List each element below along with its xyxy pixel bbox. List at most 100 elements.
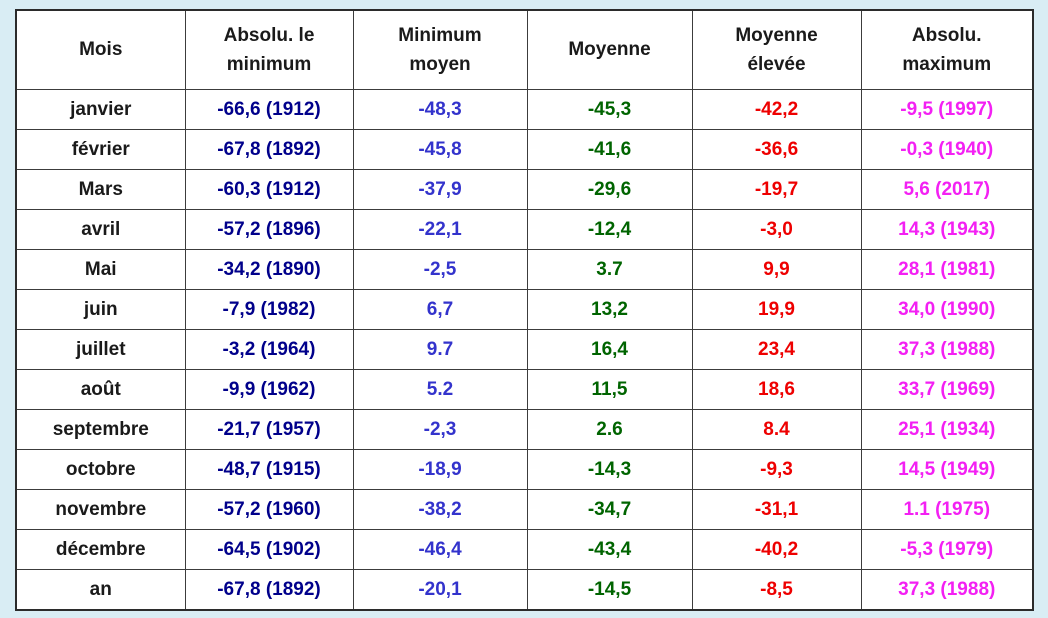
cell-min_moyen: -2,3 [352, 409, 528, 450]
cell-abs_max: -0,3 (1940) [860, 129, 1034, 170]
cell-moyenne_elevee: -31,1 [691, 489, 862, 530]
cell-min_moyen: -20,1 [352, 569, 528, 611]
cell-moyenne: -41,6 [526, 129, 693, 170]
cell-abs_min: -67,8 (1892) [184, 569, 354, 611]
cell-moyenne: 11,5 [526, 369, 693, 410]
cell-mois: février [15, 129, 186, 170]
cell-abs_max: 34,0 (1990) [860, 289, 1034, 330]
table-row: septembre -21,7 (1957) -2,3 2.6 8.4 25,1 (193… [15, 409, 1034, 450]
cell-abs_max: 14,3 (1943) [860, 209, 1034, 250]
cell-mois: septembre [15, 409, 186, 450]
cell-min_moyen: -18,9 [352, 449, 528, 490]
climate-table: Mois Absolu. le minimum Minimum moyen Mo… [15, 9, 1034, 611]
cell-moyenne: -29,6 [526, 169, 693, 210]
cell-min_moyen: -46,4 [352, 529, 528, 570]
cell-abs_min: -3,2 (1964) [184, 329, 354, 370]
cell-moyenne: -34,7 [526, 489, 693, 530]
cell-mois: avril [15, 209, 186, 250]
table-header: Mois Absolu. le minimum Minimum moyen Mo… [15, 9, 1034, 90]
cell-abs_max: 28,1 (1981) [860, 249, 1034, 290]
cell-moyenne_elevee: -8,5 [691, 569, 862, 611]
cell-abs_min: -21,7 (1957) [184, 409, 354, 450]
cell-moyenne: -45,3 [526, 89, 693, 130]
cell-mois: novembre [15, 489, 186, 530]
cell-moyenne: 2.6 [526, 409, 693, 450]
cell-abs_max: 37,3 (1988) [860, 569, 1034, 611]
table-row: juillet -3,2 (1964) 9.7 16,4 23,4 37,3 (1988) [15, 329, 1034, 370]
cell-abs_max: 5,6 (2017) [860, 169, 1034, 210]
cell-abs_min: -60,3 (1912) [184, 169, 354, 210]
table-row: an -67,8 (1892) -20,1 -14,5 -8,5 37,3 (1988) [15, 569, 1034, 611]
cell-mois: Mars [15, 169, 186, 210]
cell-moyenne_elevee: 9,9 [691, 249, 862, 290]
cell-moyenne_elevee: -19,7 [691, 169, 862, 210]
header-row: Mois Absolu. le minimum Minimum moyen Mo… [15, 9, 1034, 90]
cell-min_moyen: -37,9 [352, 169, 528, 210]
cell-abs_max: 33,7 (1969) [860, 369, 1034, 410]
cell-mois: octobre [15, 449, 186, 490]
cell-min_moyen: -38,2 [352, 489, 528, 530]
cell-moyenne_elevee: 8.4 [691, 409, 862, 450]
column-header-absolu-minimum: Absolu. le minimum [184, 9, 354, 90]
cell-mois: août [15, 369, 186, 410]
cell-abs_min: -7,9 (1982) [184, 289, 354, 330]
table-row: juin -7,9 (1982) 6,7 13,2 19,9 34,0 (1990) [15, 289, 1034, 330]
cell-abs_min: -57,2 (1896) [184, 209, 354, 250]
cell-moyenne: 16,4 [526, 329, 693, 370]
table-row: Mai -34,2 (1890) -2,5 3.7 9,9 28,1 (1981) [15, 249, 1034, 290]
table-row: avril -57,2 (1896) -22,1 -12,4 -3,0 14,3 (194… [15, 209, 1034, 250]
cell-min_moyen: 9.7 [352, 329, 528, 370]
cell-moyenne_elevee: -36,6 [691, 129, 862, 170]
cell-min_moyen: -22,1 [352, 209, 528, 250]
cell-mois: juillet [15, 329, 186, 370]
cell-mois: an [15, 569, 186, 611]
cell-min_moyen: 6,7 [352, 289, 528, 330]
cell-mois: Mai [15, 249, 186, 290]
cell-abs_min: -67,8 (1892) [184, 129, 354, 170]
column-header-absolu-maximum: Absolu. maximum [860, 9, 1034, 90]
cell-moyenne_elevee: -9,3 [691, 449, 862, 490]
table-row: Mars -60,3 (1912) -37,9 -29,6 -19,7 5,6 (2017… [15, 169, 1034, 210]
table-row: novembre -57,2 (1960) -38,2 -34,7 -31,1 1.1 (… [15, 489, 1034, 530]
column-header-mois: Mois [15, 9, 186, 90]
column-header-moyenne-elevee: Moyenne élevée [691, 9, 862, 90]
table-row: janvier -66,6 (1912) -48,3 -45,3 -42,2 -9,5 (… [15, 89, 1034, 130]
column-header-moyenne: Moyenne [526, 9, 693, 90]
cell-moyenne: -14,5 [526, 569, 693, 611]
table-row: février -67,8 (1892) -45,8 -41,6 -36,6 -0,3 (… [15, 129, 1034, 170]
table-body: janvier -66,6 (1912) -48,3 -45,3 -42,2 -9,5 (… [15, 89, 1034, 611]
cell-moyenne: -12,4 [526, 209, 693, 250]
cell-moyenne_elevee: 18,6 [691, 369, 862, 410]
cell-abs_max: 37,3 (1988) [860, 329, 1034, 370]
table-row: août -9,9 (1962) 5.2 11,5 18,6 33,7 (1969) [15, 369, 1034, 410]
cell-abs_max: 1.1 (1975) [860, 489, 1034, 530]
cell-moyenne_elevee: 19,9 [691, 289, 862, 330]
cell-abs_max: 14,5 (1949) [860, 449, 1034, 490]
cell-min_moyen: -48,3 [352, 89, 528, 130]
cell-abs_min: -64,5 (1902) [184, 529, 354, 570]
table-row: décembre -64,5 (1902) -46,4 -43,4 -40,2 -5,3 … [15, 529, 1034, 570]
column-header-minimum-moyen: Minimum moyen [352, 9, 528, 90]
cell-min_moyen: -45,8 [352, 129, 528, 170]
climate-table-container: Mois Absolu. le minimum Minimum moyen Mo… [15, 9, 1034, 611]
cell-moyenne: -14,3 [526, 449, 693, 490]
table-row: octobre -48,7 (1915) -18,9 -14,3 -9,3 14,5 (1… [15, 449, 1034, 490]
cell-moyenne_elevee: -40,2 [691, 529, 862, 570]
cell-min_moyen: 5.2 [352, 369, 528, 410]
cell-mois: janvier [15, 89, 186, 130]
cell-abs_min: -9,9 (1962) [184, 369, 354, 410]
cell-moyenne_elevee: -42,2 [691, 89, 862, 130]
cell-min_moyen: -2,5 [352, 249, 528, 290]
cell-mois: juin [15, 289, 186, 330]
cell-abs_min: -34,2 (1890) [184, 249, 354, 290]
cell-moyenne_elevee: 23,4 [691, 329, 862, 370]
cell-mois: décembre [15, 529, 186, 570]
cell-moyenne_elevee: -3,0 [691, 209, 862, 250]
cell-abs_min: -57,2 (1960) [184, 489, 354, 530]
cell-abs_min: -48,7 (1915) [184, 449, 354, 490]
cell-abs_max: -9,5 (1997) [860, 89, 1034, 130]
cell-abs_max: 25,1 (1934) [860, 409, 1034, 450]
cell-moyenne: -43,4 [526, 529, 693, 570]
cell-abs_max: -5,3 (1979) [860, 529, 1034, 570]
cell-moyenne: 3.7 [526, 249, 693, 290]
